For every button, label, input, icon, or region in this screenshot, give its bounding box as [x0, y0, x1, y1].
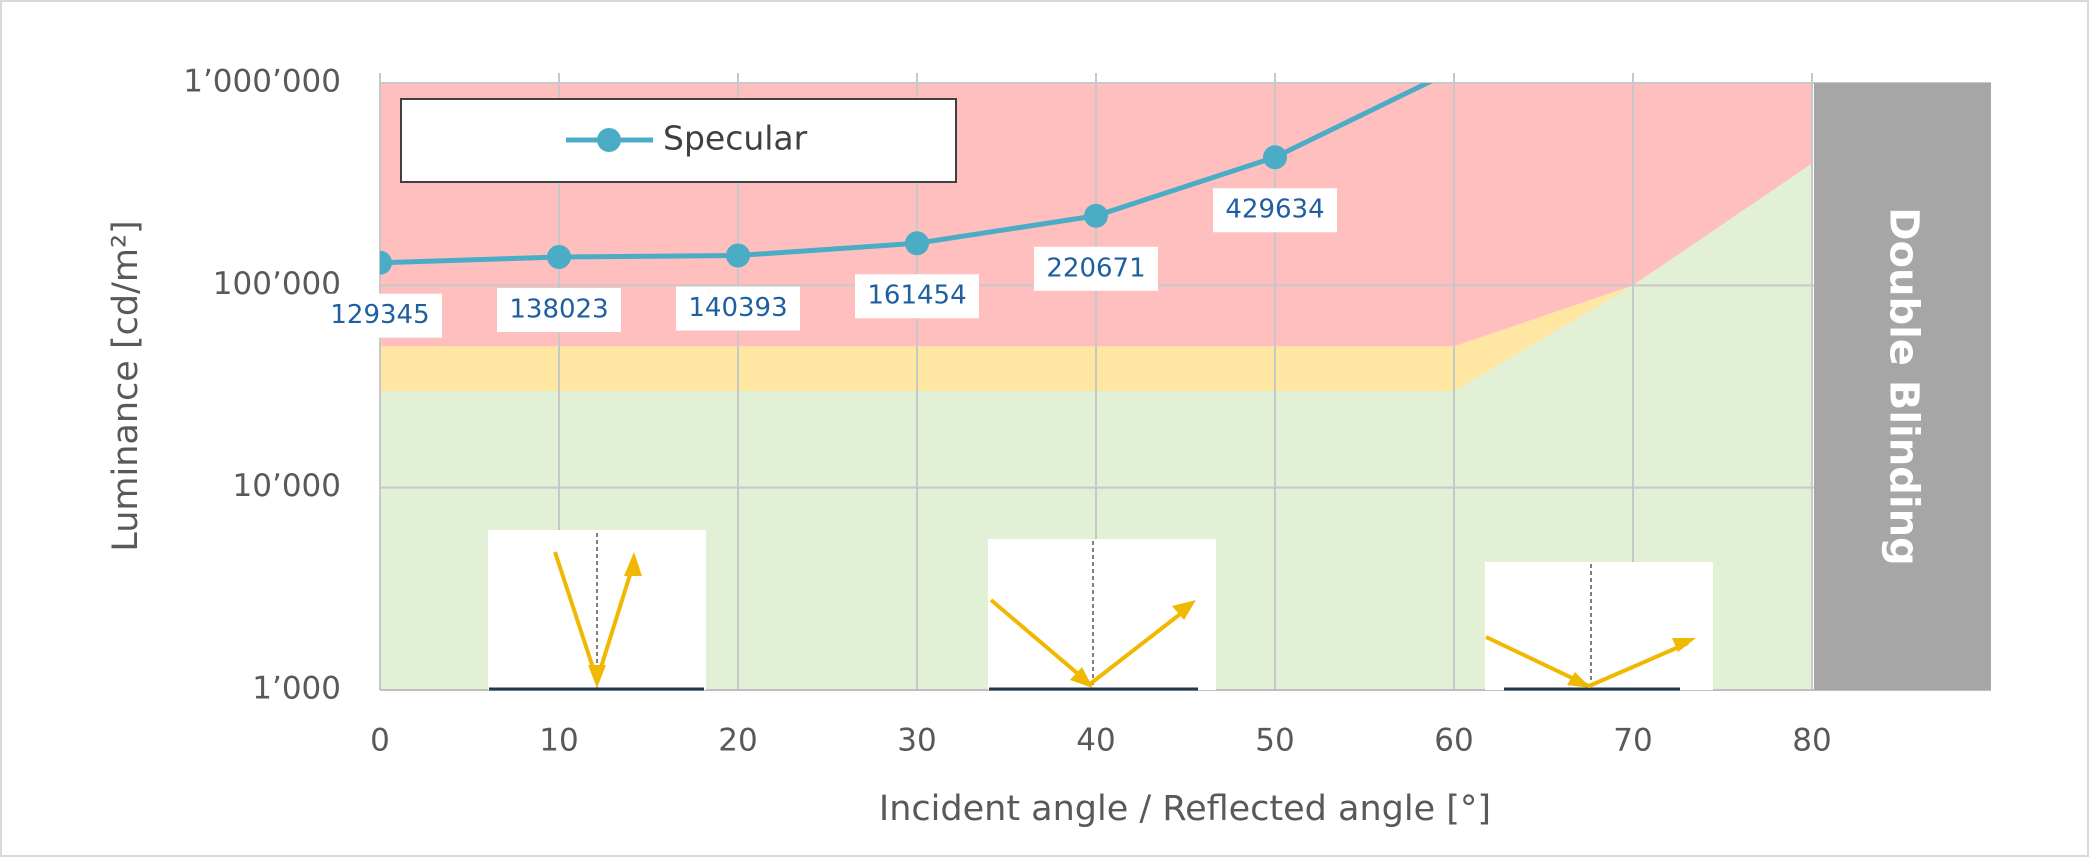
data-label-box [318, 293, 442, 338]
reflection-diagrams [488, 530, 1713, 691]
inset-arrow [1672, 638, 1696, 652]
data-label: 161454 [867, 281, 966, 311]
y-tick-label: 1’000’000 [183, 64, 341, 100]
data-point [547, 245, 571, 270]
data-label: 220671 [1046, 253, 1145, 283]
x-tick-label: 30 [897, 723, 936, 759]
data-point [380, 250, 392, 275]
data-point [1084, 203, 1108, 228]
x-tick-label: 50 [1255, 723, 1294, 759]
data-label-box [676, 286, 800, 331]
inset-arrow [1567, 672, 1591, 688]
x-tick-label: 20 [718, 723, 757, 759]
x-tick-label: 0 [370, 723, 390, 759]
y-tick-label: 10’000 [233, 468, 341, 504]
x-tick-label: 10 [539, 723, 578, 759]
data-label: 129345 [330, 300, 429, 330]
data-label: 140393 [688, 293, 787, 323]
x-axis-title: Incident angle / Reflected angle [°] [879, 789, 1491, 829]
legend-box [400, 98, 957, 183]
data-label-box [1034, 246, 1158, 291]
inset-arrow [1172, 600, 1196, 620]
x-tick-label: 40 [1076, 723, 1115, 759]
blocked-region-label: Double Blinding [1881, 207, 1927, 565]
legend-marker [597, 128, 621, 152]
x-tick-label: 80 [1792, 723, 1831, 759]
x-tick-label: 70 [1613, 723, 1652, 759]
data-point [726, 243, 750, 268]
x-tick-label: 60 [1434, 723, 1473, 759]
y-axis-title: Luminance [cd/m²] [106, 220, 146, 551]
data-label-box [855, 274, 979, 319]
inset-arrow [624, 552, 642, 576]
data-point [1263, 145, 1287, 170]
y-tick-label: 1’000 [252, 671, 341, 707]
data-label-box [497, 288, 621, 333]
data-label: 138023 [509, 295, 608, 325]
data-point [905, 231, 929, 256]
legend-label: Specular [663, 119, 808, 158]
inset-arrow [588, 665, 606, 688]
data-label-box [1213, 188, 1337, 233]
inset-arrow [1070, 667, 1093, 688]
inset-box [1485, 562, 1713, 690]
data-label: 429634 [1225, 195, 1324, 225]
blocked-region [1814, 83, 1991, 690]
